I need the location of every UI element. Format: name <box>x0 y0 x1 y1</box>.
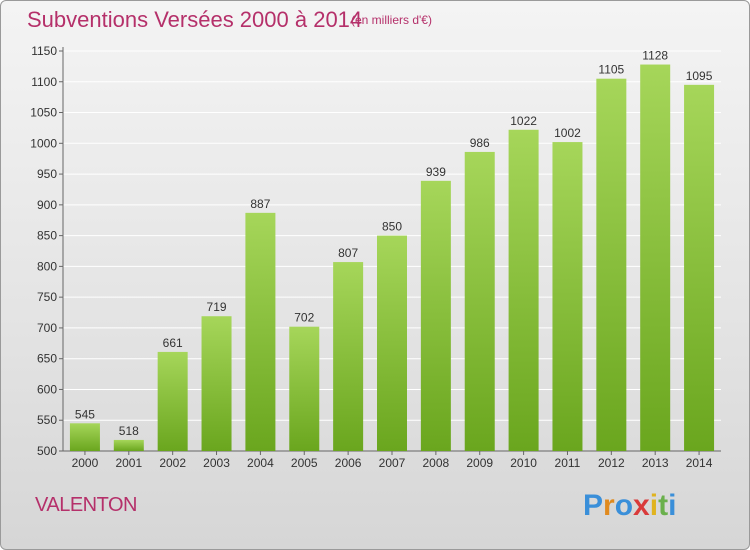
x-tick-label: 2009 <box>466 456 493 470</box>
x-tick-label: 2010 <box>510 456 537 470</box>
bar <box>684 84 715 451</box>
bar <box>640 64 671 452</box>
bar <box>508 129 539 451</box>
bar <box>289 326 320 451</box>
bar-value-label: 887 <box>250 197 270 211</box>
bar <box>69 423 100 451</box>
bar <box>552 142 583 452</box>
chart-subtitle: (en milliers d'€) <box>351 13 432 27</box>
x-tick-label: 2011 <box>555 456 581 470</box>
bar-value-label: 939 <box>426 165 446 179</box>
bar <box>333 262 364 451</box>
logo-letter: P <box>583 489 604 522</box>
bar <box>420 180 451 451</box>
bar-value-label: 661 <box>163 336 183 350</box>
y-tick-label: 600 <box>37 382 57 396</box>
x-tick-label: 2003 <box>203 456 230 470</box>
logo-letter: t <box>658 489 669 522</box>
x-tick-label: 2004 <box>247 456 274 470</box>
x-tick-label: 2014 <box>686 456 713 470</box>
x-tick-label: 2002 <box>159 456 186 470</box>
y-tick-label: 650 <box>37 352 57 366</box>
y-tick-label: 750 <box>37 290 57 304</box>
x-tick-label: 2001 <box>115 456 142 470</box>
bar-value-label: 719 <box>207 300 227 314</box>
bar-value-label: 1095 <box>686 69 713 83</box>
y-tick-label: 550 <box>37 413 57 427</box>
y-tick-label: 850 <box>37 229 57 243</box>
y-tick-label: 1000 <box>30 136 57 150</box>
x-tick-label: 2007 <box>379 456 406 470</box>
bar <box>113 439 144 451</box>
x-tick-label: 2008 <box>423 456 450 470</box>
logo-letter: x <box>633 489 650 522</box>
bar-value-label: 986 <box>470 136 490 150</box>
bar-value-label: 518 <box>119 424 139 438</box>
logo-letter: i <box>649 489 659 522</box>
bar <box>201 316 232 451</box>
logo-letter: o <box>614 489 634 522</box>
bar <box>157 351 188 451</box>
logo-letter: i <box>668 489 677 522</box>
bar-value-label: 1105 <box>598 63 624 77</box>
x-tick-label: 2005 <box>291 456 318 470</box>
proxiti-logo: Proxiti <box>583 489 676 523</box>
x-tick-label: 2012 <box>598 456 625 470</box>
city-name: VALENTON <box>35 494 137 516</box>
y-tick-label: 1050 <box>30 106 57 120</box>
bar-value-label: 1002 <box>554 126 581 140</box>
x-tick-label: 2000 <box>72 456 99 470</box>
bar-value-label: 1128 <box>642 49 668 63</box>
y-tick-label: 950 <box>37 167 57 181</box>
bar <box>464 151 495 451</box>
bar <box>596 78 627 451</box>
bar-value-label: 702 <box>294 311 314 325</box>
bar-value-label: 807 <box>338 246 358 260</box>
y-tick-label: 700 <box>37 321 57 335</box>
y-tick-label: 500 <box>37 444 57 458</box>
y-tick-label: 1150 <box>31 44 57 58</box>
bar <box>377 235 407 451</box>
bar-value-label: 545 <box>75 407 95 421</box>
bar <box>245 212 276 451</box>
y-tick-label: 800 <box>37 259 57 273</box>
bar-value-label: 1022 <box>510 114 537 128</box>
bar-value-label: 850 <box>382 220 402 234</box>
x-tick-label: 2013 <box>642 456 669 470</box>
y-tick-label: 900 <box>37 198 57 212</box>
y-tick-label: 1100 <box>31 75 57 89</box>
logo-letter: r <box>603 489 615 522</box>
chart-title: Subventions Versées 2000 à 2014 <box>27 7 363 32</box>
x-tick-label: 2006 <box>335 456 362 470</box>
